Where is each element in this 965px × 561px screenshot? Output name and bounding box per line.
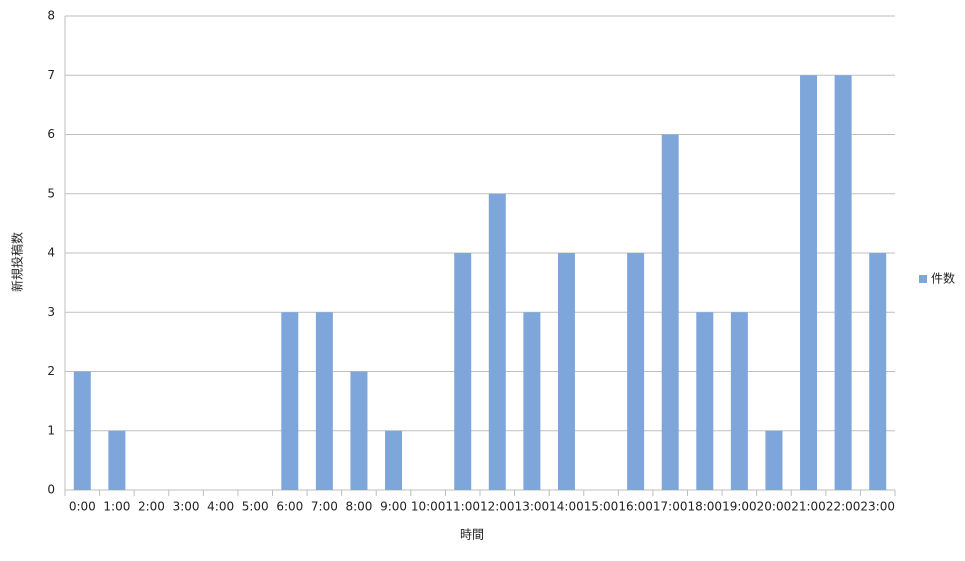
bar	[315, 312, 333, 490]
bar	[696, 312, 714, 490]
y-tick-label: 2	[47, 364, 55, 378]
bar	[869, 253, 887, 490]
bar	[765, 430, 783, 490]
bar	[108, 430, 126, 490]
bar	[834, 75, 852, 490]
y-axis-label: 新規投稿数	[10, 232, 25, 292]
bar	[385, 430, 403, 490]
x-tick-label: 10:00	[411, 500, 446, 514]
bar	[454, 253, 472, 490]
bar	[800, 75, 818, 490]
x-tick-label: 16:00	[618, 500, 653, 514]
y-tick-label: 6	[47, 127, 55, 141]
x-tick-label: 21:00	[791, 500, 826, 514]
y-tick-label: 8	[47, 9, 55, 23]
y-tick-label: 5	[47, 186, 55, 200]
x-tick-label: 6:00	[276, 500, 303, 514]
bar	[523, 312, 541, 490]
x-tick-label: 11:00	[445, 500, 480, 514]
y-tick-label: 4	[47, 246, 55, 260]
bar	[488, 193, 506, 490]
bar	[557, 253, 575, 490]
x-tick-label: 9:00	[380, 500, 407, 514]
x-tick-label: 20:00	[757, 500, 792, 514]
x-tick-label: 23:00	[860, 500, 895, 514]
x-tick-label: 15:00	[584, 500, 619, 514]
x-tick-label: 8:00	[345, 500, 372, 514]
x-tick-label: 14:00	[549, 500, 584, 514]
x-tick-label: 0:00	[69, 500, 96, 514]
y-tick-label: 1	[47, 423, 55, 437]
bar	[73, 371, 91, 490]
x-tick-label: 13:00	[515, 500, 550, 514]
x-tick-label: 7:00	[311, 500, 338, 514]
x-tick-label: 12:00	[480, 500, 515, 514]
bar	[661, 134, 679, 490]
x-tick-label: 18:00	[687, 500, 722, 514]
bar	[730, 312, 748, 490]
x-tick-label: 5:00	[242, 500, 269, 514]
x-axis-label: 時間	[460, 528, 484, 542]
y-tick-label: 7	[47, 68, 55, 82]
y-tick-label: 0	[47, 483, 55, 497]
y-tick-label: 3	[47, 305, 55, 319]
x-tick-label: 2:00	[138, 500, 165, 514]
x-tick-label: 3:00	[173, 500, 200, 514]
bar	[350, 371, 368, 490]
legend-label: 件数	[931, 271, 955, 286]
bar	[627, 253, 645, 490]
x-tick-label: 22:00	[826, 500, 861, 514]
x-tick-label: 17:00	[653, 500, 688, 514]
bar	[281, 312, 299, 490]
x-tick-label: 4:00	[207, 500, 234, 514]
legend-swatch	[919, 275, 927, 283]
x-tick-label: 1:00	[103, 500, 130, 514]
x-tick-label: 19:00	[722, 500, 757, 514]
